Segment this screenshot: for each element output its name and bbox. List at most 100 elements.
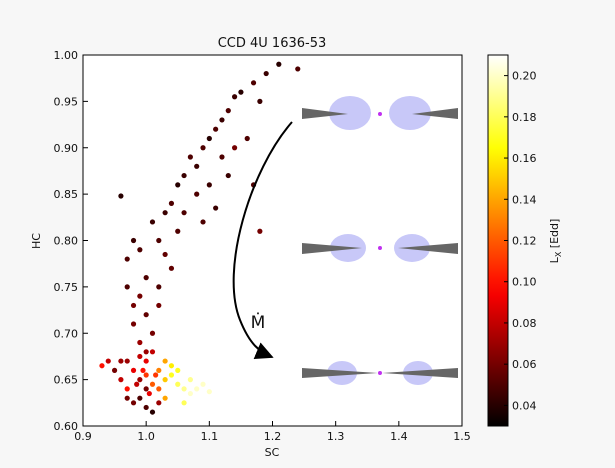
point [156,302,162,309]
annotation: Ṁ [251,312,266,333]
x-tick-label: 1.2 [264,430,282,443]
y-axis-label: HC [30,233,43,249]
point [187,390,193,397]
point [137,377,143,383]
x-tick-label: 1.5 [453,430,471,443]
point [168,372,175,378]
point [156,400,162,406]
point [206,135,212,142]
x-tick-label: 0.9 [74,430,92,443]
point [130,237,137,244]
point [149,381,156,387]
point [276,61,282,67]
point [257,98,263,104]
colorbar-tick-label: 0.20 [512,70,537,83]
colorbar-tick-label: 0.08 [512,317,537,330]
point [194,163,200,169]
point [219,117,225,123]
point [156,386,162,392]
colorbar-tick-label: 0.04 [512,399,537,412]
point [143,386,149,392]
point [153,372,159,378]
point [194,191,200,197]
point [200,381,206,387]
y-tick-label: 0.80 [54,235,79,248]
point [156,284,162,290]
y-tick-label: 0.95 [54,95,79,108]
point [124,386,130,392]
point [130,321,137,327]
point [124,395,130,401]
disk-diagrams [302,96,458,385]
chart-title: CCD 4U 1636-53 [218,36,327,51]
point [134,381,140,387]
point [146,390,152,397]
point [137,353,143,360]
point [140,367,146,373]
point [149,409,156,415]
point [194,386,200,392]
arrow [232,121,293,360]
x-tick-label: 1.3 [327,430,345,443]
y-tick-label: 0.90 [54,142,79,155]
point [124,284,130,290]
point [149,349,156,355]
point [162,395,168,401]
point [181,172,187,179]
y-tick-label: 0.85 [54,188,79,201]
point [225,172,231,179]
point [149,219,156,225]
point [124,256,130,262]
point [118,377,124,383]
colorbar-tick-label: 0.12 [512,235,537,248]
point [137,339,143,346]
point [175,381,181,387]
x-tick-label: 1.4 [390,430,408,443]
point [168,200,175,206]
point [118,193,124,199]
point [219,154,225,160]
point [130,400,137,406]
point [187,154,193,160]
point [175,367,181,373]
y-tick-label: 1.00 [54,49,79,62]
point [162,377,168,383]
point [295,66,301,72]
point [143,275,149,281]
y-tick-label: 0.65 [54,374,79,387]
point [124,358,130,364]
point [257,228,263,234]
point [130,302,137,309]
point [250,80,257,86]
point [156,237,162,244]
point [118,358,124,364]
colorbar-label: LX [Edd] [548,219,563,264]
point [143,404,149,411]
point [200,219,206,225]
colorbar-tick-label: 0.16 [512,152,537,165]
x-tick-label: 1.0 [137,430,155,443]
point [99,363,105,369]
point [162,358,168,364]
colorbar-tick-label: 0.18 [512,111,537,124]
point [143,349,149,355]
point [143,358,149,364]
point [181,400,187,406]
point [156,367,162,373]
point [162,251,168,258]
y-tick-label: 0.75 [54,281,79,294]
point [137,293,143,299]
point [213,126,219,132]
point [263,70,269,77]
point [162,210,168,216]
point [200,145,206,151]
point [232,94,238,100]
point [225,108,231,114]
point [238,89,244,95]
point [206,389,212,395]
point [143,372,149,378]
colorbar-tick-label: 0.14 [512,193,537,206]
point [168,265,175,271]
colorbar-tick-label: 0.10 [512,276,537,289]
x-axis-label: SC [265,446,280,459]
